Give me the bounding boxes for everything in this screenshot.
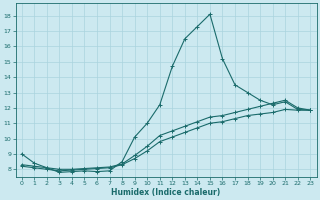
X-axis label: Humidex (Indice chaleur): Humidex (Indice chaleur): [111, 188, 221, 197]
